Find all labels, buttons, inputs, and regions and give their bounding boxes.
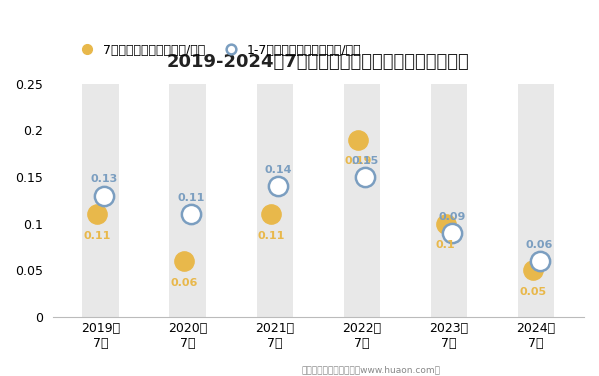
Point bbox=[274, 183, 283, 189]
Point bbox=[447, 230, 457, 236]
Point bbox=[267, 211, 276, 217]
Legend: 7月期权成交均价（万元/手）, 1-7月期权成交均价（万元/手）: 7月期权成交均价（万元/手）, 1-7月期权成交均价（万元/手） bbox=[69, 39, 367, 62]
Text: 0.14: 0.14 bbox=[265, 165, 292, 175]
Point bbox=[186, 211, 196, 217]
Bar bbox=[431, 84, 467, 317]
Point bbox=[441, 221, 450, 227]
Text: 0.06: 0.06 bbox=[526, 240, 553, 250]
Text: 0.05: 0.05 bbox=[519, 287, 546, 297]
Bar bbox=[518, 84, 555, 317]
Point bbox=[353, 136, 363, 143]
Text: 0.1: 0.1 bbox=[435, 240, 455, 250]
Text: 0.11: 0.11 bbox=[83, 231, 111, 241]
Bar bbox=[344, 84, 380, 317]
Text: 0.06: 0.06 bbox=[171, 278, 198, 288]
Point bbox=[92, 211, 102, 217]
Text: 0.13: 0.13 bbox=[90, 174, 118, 185]
Point bbox=[99, 193, 109, 199]
Point bbox=[535, 258, 544, 264]
Text: 0.15: 0.15 bbox=[352, 156, 379, 166]
Title: 2019-2024年7月郑州商品交易所棉花期权成交均价: 2019-2024年7月郑州商品交易所棉花期权成交均价 bbox=[167, 53, 470, 71]
Text: 0.11: 0.11 bbox=[258, 231, 285, 241]
Bar bbox=[82, 84, 119, 317]
Text: 0.19: 0.19 bbox=[344, 156, 372, 167]
Point bbox=[528, 267, 537, 273]
Point bbox=[361, 174, 370, 180]
Text: 制图：华经产业研究院（www.huaon.com）: 制图：华经产业研究院（www.huaon.com） bbox=[302, 365, 441, 374]
Bar bbox=[170, 84, 206, 317]
Bar bbox=[256, 84, 293, 317]
Point bbox=[180, 258, 189, 264]
Text: 0.11: 0.11 bbox=[177, 193, 205, 203]
Text: 0.09: 0.09 bbox=[439, 212, 466, 222]
